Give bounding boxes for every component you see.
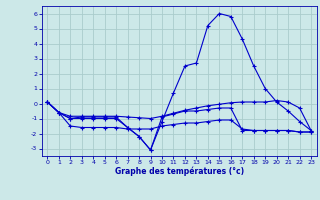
X-axis label: Graphe des températures (°c): Graphe des températures (°c): [115, 167, 244, 176]
